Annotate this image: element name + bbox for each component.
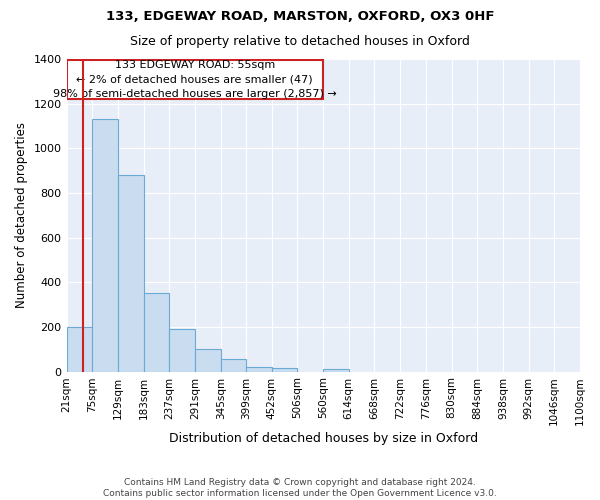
Bar [323, 369, 349, 372]
Bar [118, 175, 143, 372]
X-axis label: Distribution of detached houses by size in Oxford: Distribution of detached houses by size … [169, 432, 478, 445]
Bar [67, 327, 92, 372]
Bar [247, 366, 272, 372]
Text: Contains HM Land Registry data © Crown copyright and database right 2024.
Contai: Contains HM Land Registry data © Crown c… [103, 478, 497, 498]
Bar [221, 360, 247, 372]
Text: Size of property relative to detached houses in Oxford: Size of property relative to detached ho… [130, 35, 470, 48]
Bar [272, 368, 298, 372]
Text: 133, EDGEWAY ROAD, MARSTON, OXFORD, OX3 0HF: 133, EDGEWAY ROAD, MARSTON, OXFORD, OX3 … [106, 10, 494, 23]
Bar [143, 294, 169, 372]
Bar [92, 120, 118, 372]
Text: 133 EDGEWAY ROAD: 55sqm
← 2% of detached houses are smaller (47)
98% of semi-det: 133 EDGEWAY ROAD: 55sqm ← 2% of detached… [53, 60, 337, 100]
Bar [195, 349, 221, 372]
Bar [169, 329, 195, 372]
FancyBboxPatch shape [67, 60, 323, 99]
Y-axis label: Number of detached properties: Number of detached properties [15, 122, 28, 308]
